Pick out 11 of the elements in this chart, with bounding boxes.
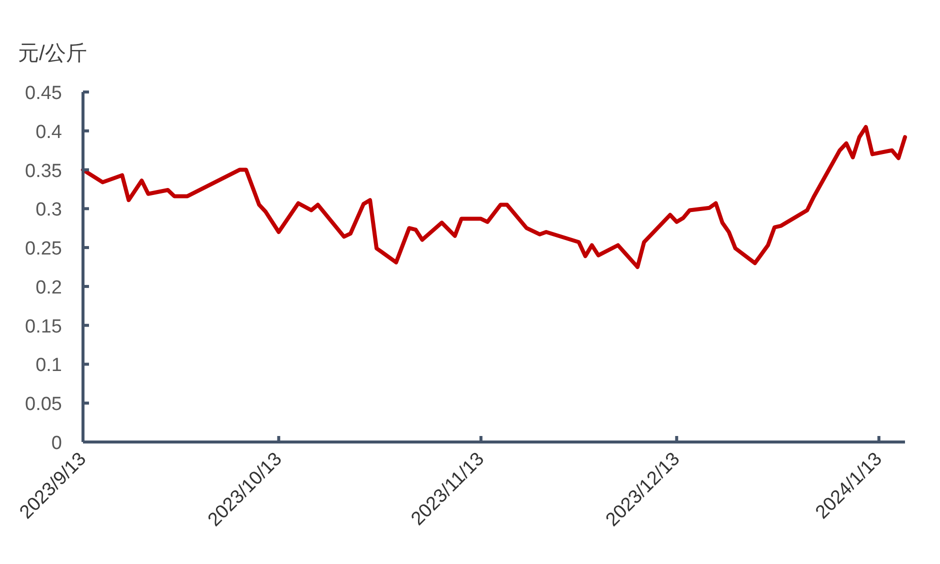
y-tick-label: 0.2 xyxy=(36,277,62,298)
y-tick-label: 0.15 xyxy=(25,316,62,338)
y-tick-label: 0.45 xyxy=(25,83,62,104)
y-tick-label: 0.35 xyxy=(25,160,62,182)
y-tick-label: 0.3 xyxy=(36,200,62,221)
y-axis-title: 元/公斤 xyxy=(18,42,87,65)
y-tick-label: 0.05 xyxy=(25,394,62,416)
y-tick-label: 0.1 xyxy=(36,355,62,376)
y-tick-label: 0.25 xyxy=(25,238,62,260)
y-tick-label: 0 xyxy=(51,433,62,454)
y-tick-label: 0.4 xyxy=(36,122,62,143)
